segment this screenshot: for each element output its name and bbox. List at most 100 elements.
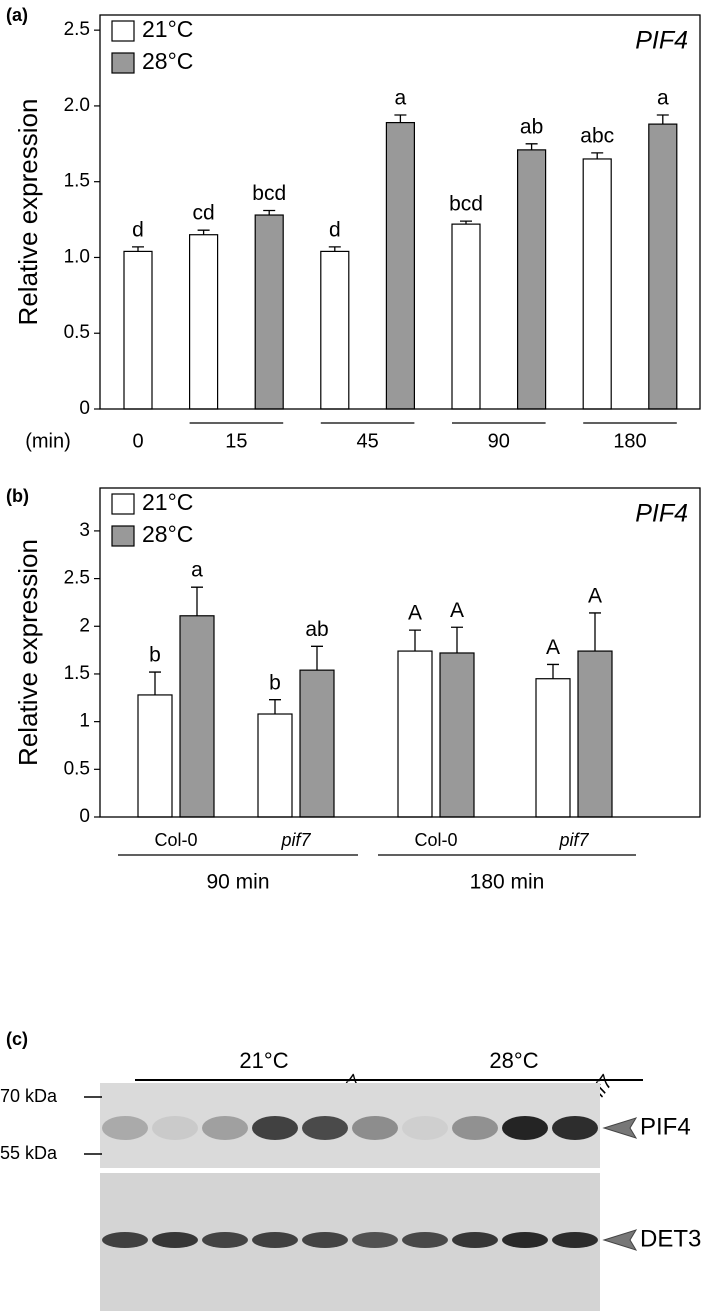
panel-label: (c) [6, 1029, 28, 1049]
significance-letter: b [269, 671, 281, 694]
bar [535, 678, 571, 818]
panel-label: (b) [6, 486, 29, 506]
bar [179, 615, 215, 818]
blot-band [202, 1116, 248, 1140]
legend-label: 21°C [142, 16, 193, 42]
blot-band [402, 1232, 448, 1248]
blot-band [152, 1116, 198, 1140]
error-bar [269, 699, 281, 715]
error-bar [311, 645, 323, 671]
error-bar [589, 612, 601, 652]
bar [451, 223, 481, 410]
legend-swatch [111, 493, 135, 515]
blot-band [302, 1116, 348, 1140]
y-axis-label: Relative expression [13, 99, 43, 326]
y-tick-label: 0.5 [64, 758, 90, 779]
legend-label: 21°C [142, 489, 193, 515]
error-bar [591, 152, 604, 159]
blot-band [302, 1232, 348, 1248]
error-bar [656, 114, 669, 125]
significance-letter: cd [193, 202, 215, 225]
y-tick-label: 0.5 [64, 322, 90, 343]
x-tick-label: 90 [488, 430, 510, 452]
bar [123, 250, 153, 410]
error-bar [263, 209, 276, 216]
significance-letter: A [408, 602, 422, 625]
significance-letter: b [149, 644, 161, 667]
bar [299, 669, 335, 818]
error-bar [394, 114, 407, 123]
significance-letter: d [329, 218, 341, 241]
y-tick-label: 2.5 [64, 19, 90, 40]
bar [439, 652, 475, 818]
chart-title: PIF4 [635, 500, 688, 528]
bar [137, 694, 173, 818]
significance-letter: ab [305, 618, 328, 641]
significance-letter: A [450, 599, 464, 622]
plot-frame [99, 487, 701, 818]
x-tick-label: 45 [356, 430, 378, 452]
condition-label: 21°C [239, 1048, 288, 1073]
significance-letter: a [191, 559, 203, 582]
error-bar [149, 671, 161, 695]
marker-label: 55 kDa [0, 1143, 58, 1163]
protein-label: PIF4 [640, 1113, 691, 1140]
marker-label: 70 kDa [0, 1086, 58, 1106]
error-bar [525, 143, 538, 150]
condition-label: 28°C [489, 1048, 538, 1073]
error-bar [460, 220, 472, 225]
blot-band [102, 1232, 148, 1248]
x-axis-label: (min) [25, 430, 71, 452]
y-axis-label: Relative expression [13, 539, 43, 766]
blot-band [502, 1116, 548, 1140]
plot-frame [99, 14, 701, 410]
error-bar [197, 229, 210, 235]
panel-label: (a) [6, 5, 28, 25]
bar [385, 121, 415, 410]
bar [397, 650, 433, 818]
significance-letter: A [546, 636, 560, 659]
blot-band [552, 1232, 598, 1248]
x-tick-label: Col-0 [414, 830, 457, 850]
y-tick-label: 1.5 [64, 663, 90, 684]
error-bar [409, 629, 421, 652]
y-tick-label: 2.0 [64, 95, 90, 116]
blot-band [252, 1116, 298, 1140]
y-tick-label: 3 [79, 520, 90, 541]
significance-letter: ab [520, 115, 543, 138]
bar [648, 123, 678, 410]
blot-band [202, 1232, 248, 1248]
error-bar [191, 586, 203, 616]
y-tick-label: 1 [79, 711, 90, 732]
y-tick-label: 2 [79, 615, 90, 636]
blot-band [152, 1232, 198, 1248]
bar [320, 250, 350, 410]
band-arrow [602, 1117, 638, 1139]
x-tick-label: 0 [132, 430, 143, 452]
y-tick-label: 0 [79, 398, 90, 419]
x-tick-label: 15 [225, 430, 247, 452]
significance-letter: a [657, 87, 669, 110]
blot-band [452, 1232, 498, 1248]
bar [189, 234, 219, 410]
bar [582, 158, 612, 410]
y-tick-label: 1.5 [64, 171, 90, 192]
group-label: 180 min [470, 871, 545, 894]
blot-band [252, 1232, 298, 1248]
significance-letter: a [395, 87, 407, 110]
significance-letter: A [588, 584, 602, 607]
protein-label: DET3 [640, 1225, 701, 1252]
x-tick-label: Col-0 [154, 830, 197, 850]
blot-band [102, 1116, 148, 1140]
legend-swatch [111, 52, 135, 74]
error-bar [132, 246, 144, 252]
error-bar [451, 626, 463, 653]
group-label: 90 min [206, 871, 269, 894]
blot-band [552, 1116, 598, 1140]
blot-band [352, 1232, 398, 1248]
significance-letter: bcd [449, 193, 483, 216]
blot-band [452, 1116, 498, 1140]
x-tick-label: pif7 [280, 830, 311, 850]
